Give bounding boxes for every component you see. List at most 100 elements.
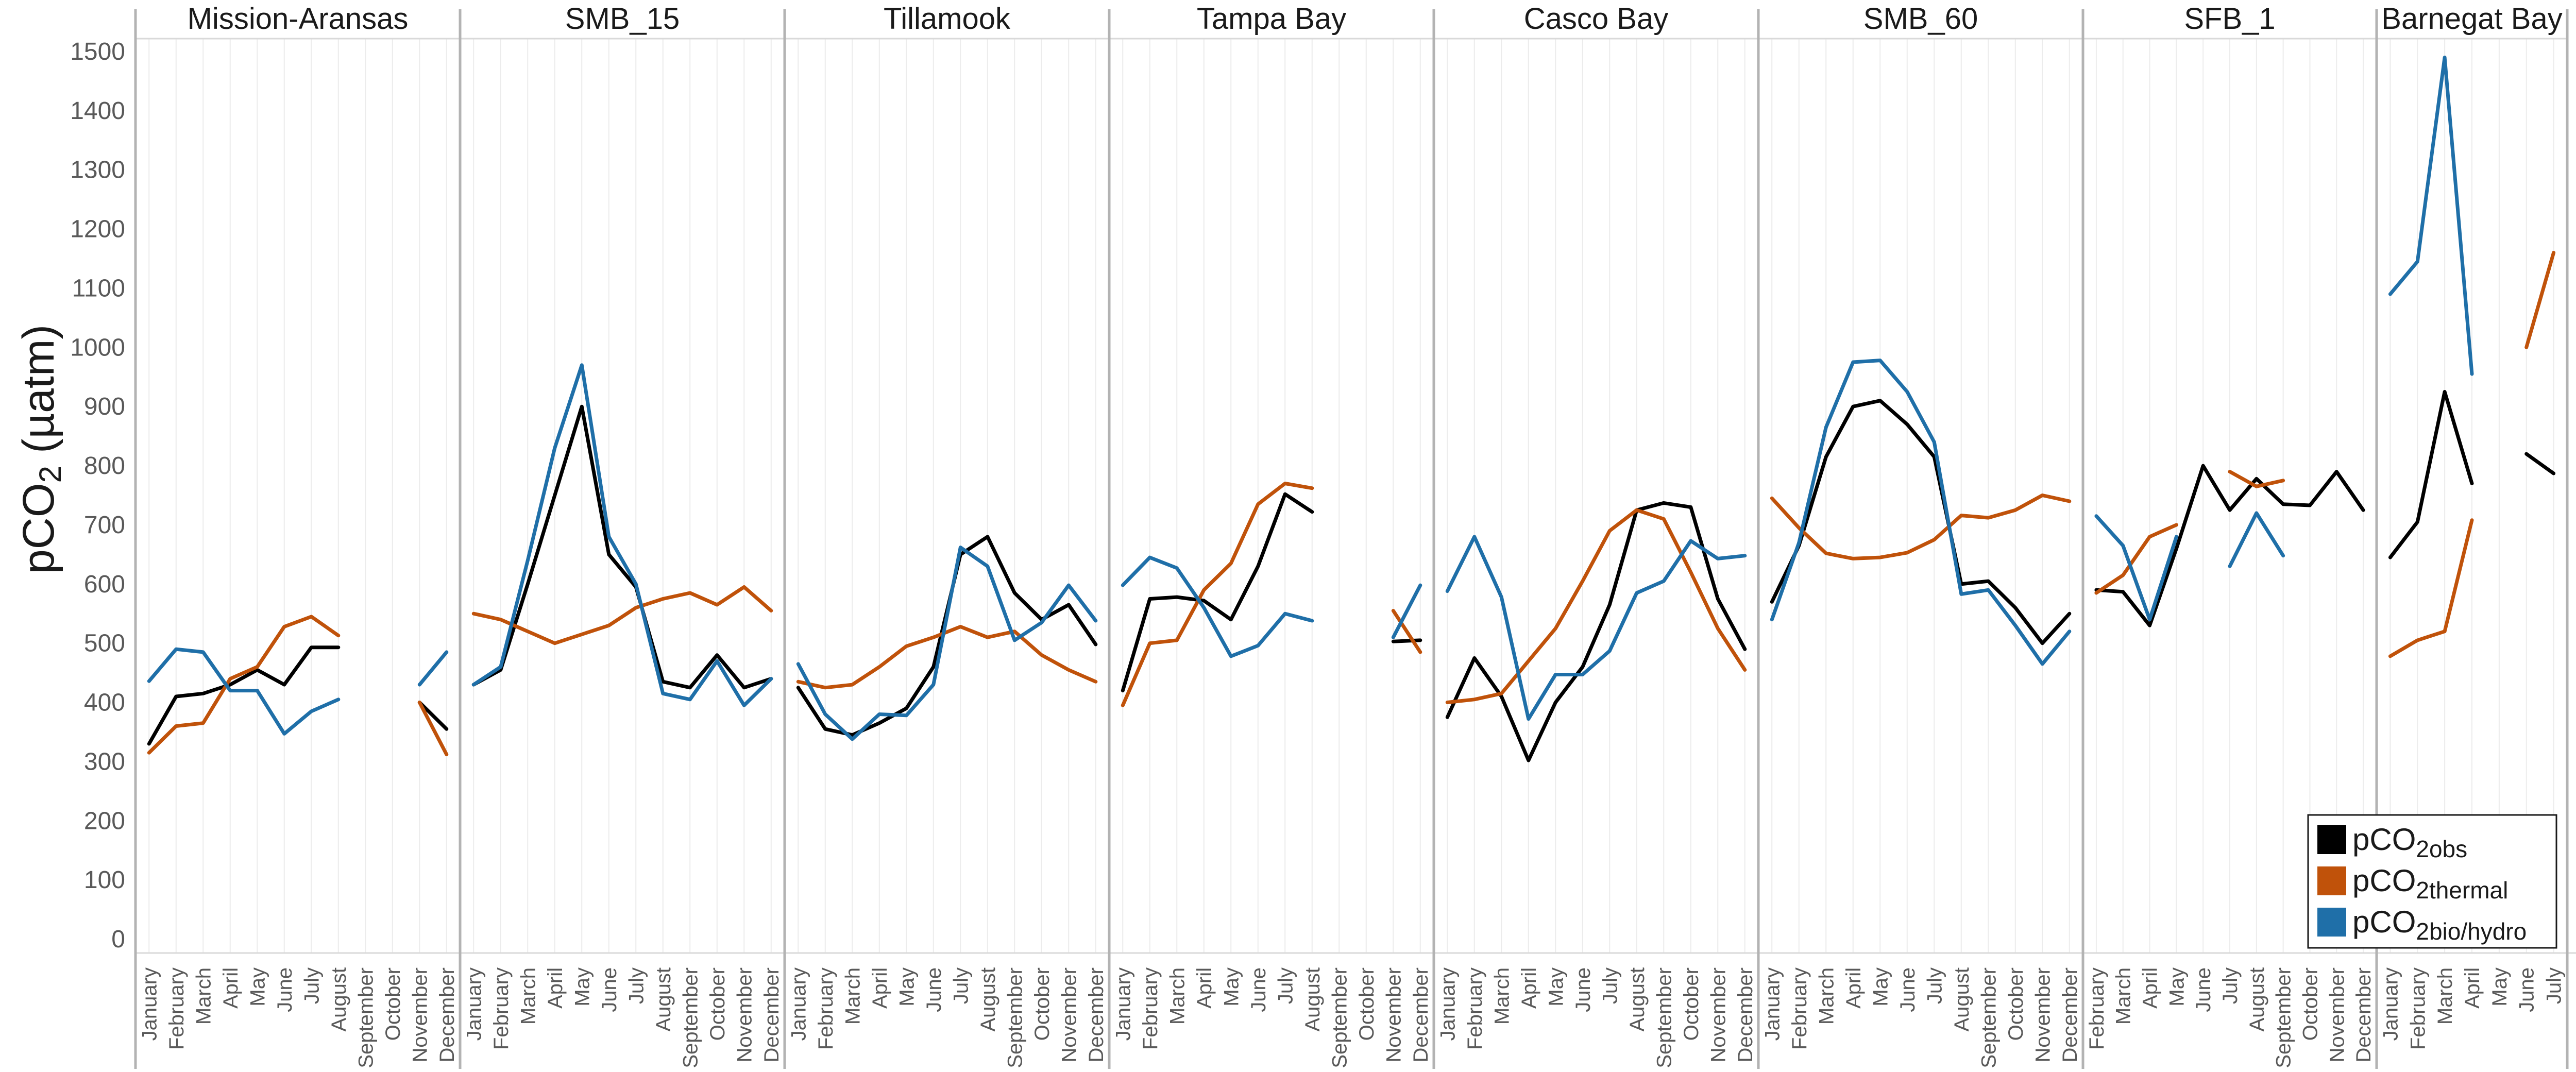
series-line-thermal-tampa-bay xyxy=(1391,609,1422,654)
panel-frames xyxy=(134,9,2576,1069)
x-tick-label: April xyxy=(544,967,567,1009)
x-tick-label: March xyxy=(1166,967,1189,1025)
x-tick-label: October xyxy=(1031,967,1054,1041)
series-line-bio-mission-aransas xyxy=(147,647,341,736)
x-tick-label: June xyxy=(598,967,621,1012)
x-tick-label: May xyxy=(2488,967,2511,1007)
x-tick-label: December xyxy=(436,967,459,1063)
x-tick-label: July xyxy=(2543,967,2566,1004)
x-tick-label: April xyxy=(869,967,891,1009)
y-tick-label-left: 600 xyxy=(84,571,125,598)
x-tick-label: February xyxy=(490,967,513,1050)
x-tick-label: January xyxy=(463,967,485,1041)
series-line-bio-mission-aransas xyxy=(417,650,449,687)
x-tick-label: March xyxy=(1815,967,1838,1025)
x-tick-label: August xyxy=(2246,967,2268,1032)
x-tick-label: April xyxy=(1842,967,1865,1009)
x-tick-label: September xyxy=(1328,967,1351,1068)
x-tick-label: February xyxy=(2406,967,2429,1050)
x-tick-label: May xyxy=(571,967,594,1007)
x-tick-label: July xyxy=(950,967,972,1004)
y-tick-label-left: 500 xyxy=(84,630,125,657)
y-tick-label-left: 200 xyxy=(84,807,125,835)
series-line-thermal-tampa-bay xyxy=(1121,482,1314,707)
legend: pCO2obs pCO2thermal pCO2bio/hydro xyxy=(2307,814,2557,949)
legend-swatch-thermal xyxy=(2317,866,2346,895)
x-tick-label: January xyxy=(1112,967,1134,1041)
x-tick-label: August xyxy=(328,967,350,1032)
gridlines xyxy=(148,39,2554,953)
x-tick-label: August xyxy=(977,967,999,1032)
x-tick-label: July xyxy=(625,967,648,1004)
series-line-thermal-mission-aransas xyxy=(147,615,341,755)
x-tick-label: July xyxy=(2219,967,2242,1004)
y-axis-label-main: pCO xyxy=(14,483,63,574)
x-tick-label: May xyxy=(246,967,269,1007)
x-tick-label: February xyxy=(1139,967,1162,1050)
series-line-thermal-sfb-1 xyxy=(2228,470,2285,488)
x-tick-label: November xyxy=(2031,967,2054,1063)
series-line-obs-smb-15 xyxy=(471,404,773,690)
x-tick-label: December xyxy=(760,967,783,1063)
x-tick-label: September xyxy=(679,967,702,1068)
panel-titles: Mission-Aransas SMB_15 Tillamook Tampa Bay C… xyxy=(188,2,2563,36)
x-tick-label: March xyxy=(2434,967,2456,1025)
x-tick-label: June xyxy=(2192,967,2215,1012)
x-tick-label: November xyxy=(409,967,431,1063)
x-tick-label: December xyxy=(1734,967,1757,1063)
x-tick-label: May xyxy=(895,967,918,1007)
series-line-bio-smb-15 xyxy=(471,363,773,707)
x-tick-label: June xyxy=(1896,967,1919,1012)
x-tick-label: January xyxy=(138,967,161,1041)
series-line-obs-tampa-bay xyxy=(1391,638,1422,643)
panel-title-tampa-bay: Tampa Bay xyxy=(1197,2,1346,36)
series-line-obs-mission-aransas xyxy=(417,701,449,731)
series-line-obs-barnegat-bay xyxy=(2524,452,2556,475)
series-line-thermal-barnegat-bay xyxy=(2524,251,2556,349)
x-tick-label: April xyxy=(1193,967,1216,1009)
x-tick-label: September xyxy=(2273,967,2295,1068)
x-tick-label: January xyxy=(1761,967,1784,1041)
x-tick-label: November xyxy=(2326,967,2348,1063)
series-line-thermal-smb-60 xyxy=(1770,494,2072,560)
x-tick-label: November xyxy=(733,967,756,1063)
y-tick-label-left: 900 xyxy=(84,393,125,420)
x-tick-label: May xyxy=(1869,967,1892,1007)
x-tick-label: September xyxy=(1653,967,1675,1068)
series-line-bio-casco-bay xyxy=(1445,535,1747,721)
x-tick-label: August xyxy=(652,967,675,1032)
y-axis-label-rest: (µatm) xyxy=(14,325,63,466)
series-line-thermal-smb-15 xyxy=(471,585,773,645)
x-tick-label: September xyxy=(1977,967,2000,1068)
panel-title-barnegat-bay: Barnegat Bay xyxy=(2381,2,2562,36)
series-line-thermal-tillamook xyxy=(796,625,1098,690)
x-tick-label: March xyxy=(841,967,864,1025)
y-tick-label-left: 700 xyxy=(84,512,125,539)
x-tick-label: December xyxy=(1085,967,1108,1063)
x-tick-label: February xyxy=(815,967,837,1050)
panel-title-sfb-1: SFB_1 xyxy=(2184,2,2275,36)
legend-swatch-obs xyxy=(2317,825,2346,854)
x-tick-label: January xyxy=(787,967,810,1041)
x-tick-label: June xyxy=(1572,967,1595,1012)
x-tick-label: September xyxy=(1004,967,1026,1068)
panel-title-smb-60: SMB_60 xyxy=(1863,2,1978,36)
x-tick-label: December xyxy=(1410,967,1432,1063)
x-tick-label: September xyxy=(354,967,377,1068)
x-tick-label: October xyxy=(2299,967,2321,1041)
y-tick-label-left: 1100 xyxy=(72,275,125,302)
panel-title-casco-bay: Casco Bay xyxy=(1524,2,1668,36)
x-tick-label: June xyxy=(1247,967,1270,1012)
series-line-thermal-casco-bay xyxy=(1445,508,1747,704)
y-tick-label-left: 1300 xyxy=(70,157,125,184)
x-tick-label: August xyxy=(1301,967,1324,1032)
x-tick-label: March xyxy=(2112,967,2135,1025)
y-axis-ticks: 0010010020020030030040040050050060060070… xyxy=(70,38,125,953)
series-line-bio-tampa-bay xyxy=(1121,555,1314,658)
y-tick-label-left: 1200 xyxy=(70,216,125,243)
legend-swatch-bio xyxy=(2317,908,2346,937)
x-tick-label: October xyxy=(706,967,729,1041)
x-tick-label: October xyxy=(2005,967,2027,1041)
x-tick-label: February xyxy=(1464,967,1486,1050)
